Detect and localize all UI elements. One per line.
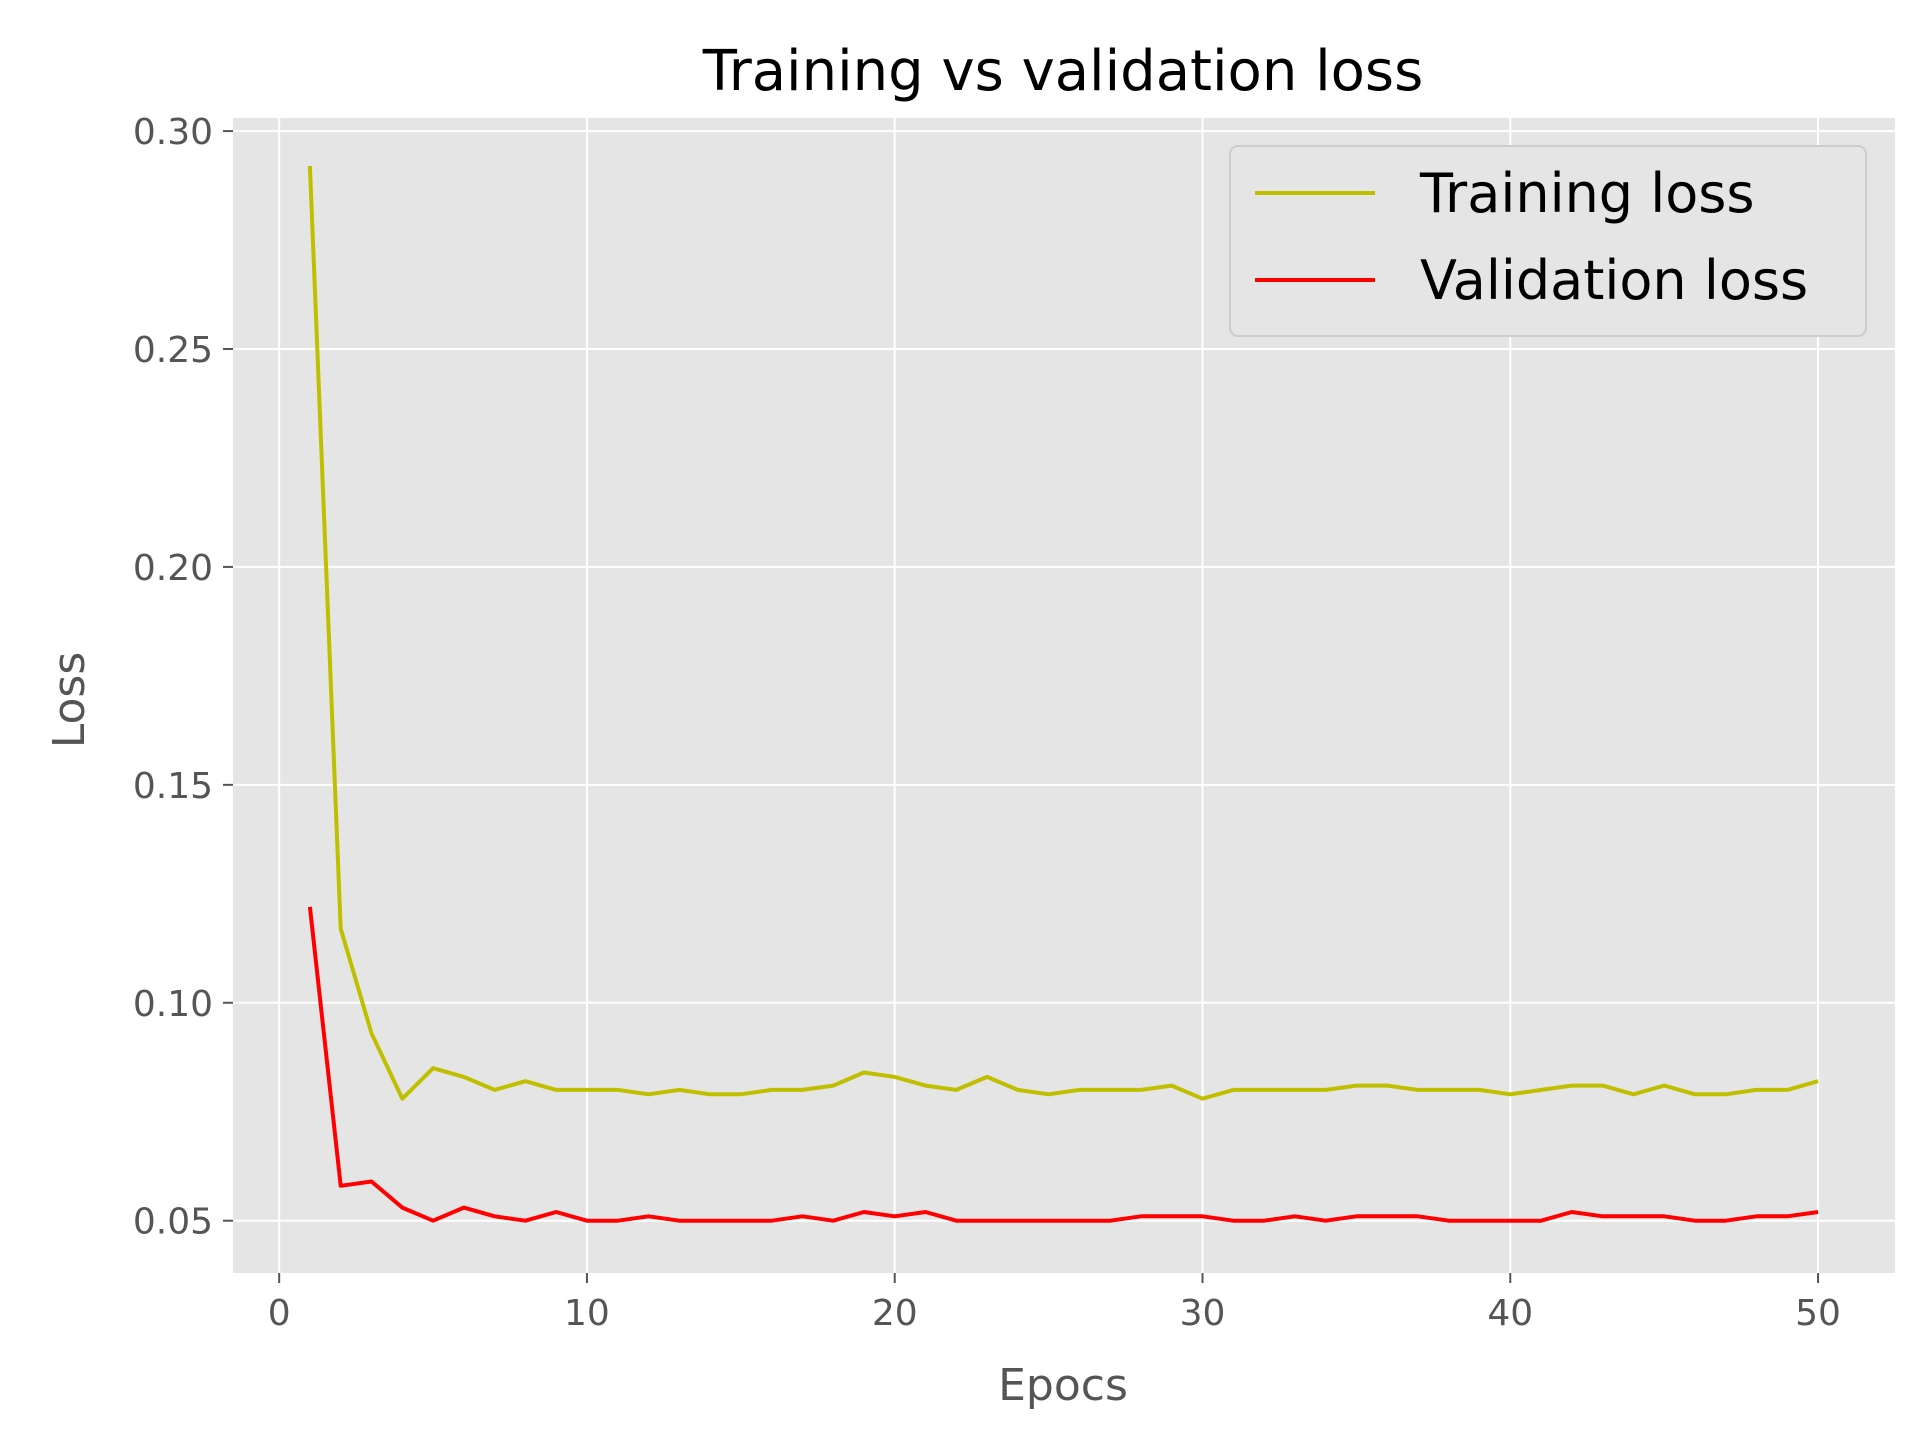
y-tick-label: 0.05	[133, 1202, 213, 1243]
legend-box	[1229, 145, 1867, 337]
x-tick-label: 40	[1487, 1293, 1533, 1334]
legend-label-validation: Validation loss	[1420, 249, 1808, 312]
y-tick-label: 0.15	[133, 766, 213, 807]
chart-title: Training vs validation loss	[702, 39, 1424, 104]
x-tick-label: 0	[268, 1293, 291, 1334]
x-tick-label: 50	[1795, 1293, 1841, 1334]
legend-label-training: Training loss	[1419, 162, 1755, 225]
y-tick-label: 0.10	[133, 984, 213, 1025]
grid	[233, 118, 1895, 1273]
x-axis-label: Epocs	[998, 1360, 1128, 1411]
validation-loss-line	[307, 906, 1819, 1223]
x-tick-label: 20	[872, 1293, 918, 1334]
y-axis-ticks: 0.05 0.10 0.15 0.20 0.25 0.30	[133, 112, 233, 1243]
training-loss-line	[307, 165, 1819, 1101]
y-tick-label: 0.30	[133, 112, 213, 153]
y-tick-label: 0.20	[133, 548, 213, 589]
legend: Training loss Validation loss	[1229, 145, 1867, 337]
series-lines	[307, 165, 1819, 1223]
x-axis-ticks: 0 10 20 30 40 50	[268, 1273, 1841, 1334]
x-tick-label: 10	[564, 1293, 610, 1334]
x-tick-label: 30	[1180, 1293, 1226, 1334]
y-axis-label: Loss	[44, 652, 95, 749]
y-tick-label: 0.25	[133, 330, 213, 371]
